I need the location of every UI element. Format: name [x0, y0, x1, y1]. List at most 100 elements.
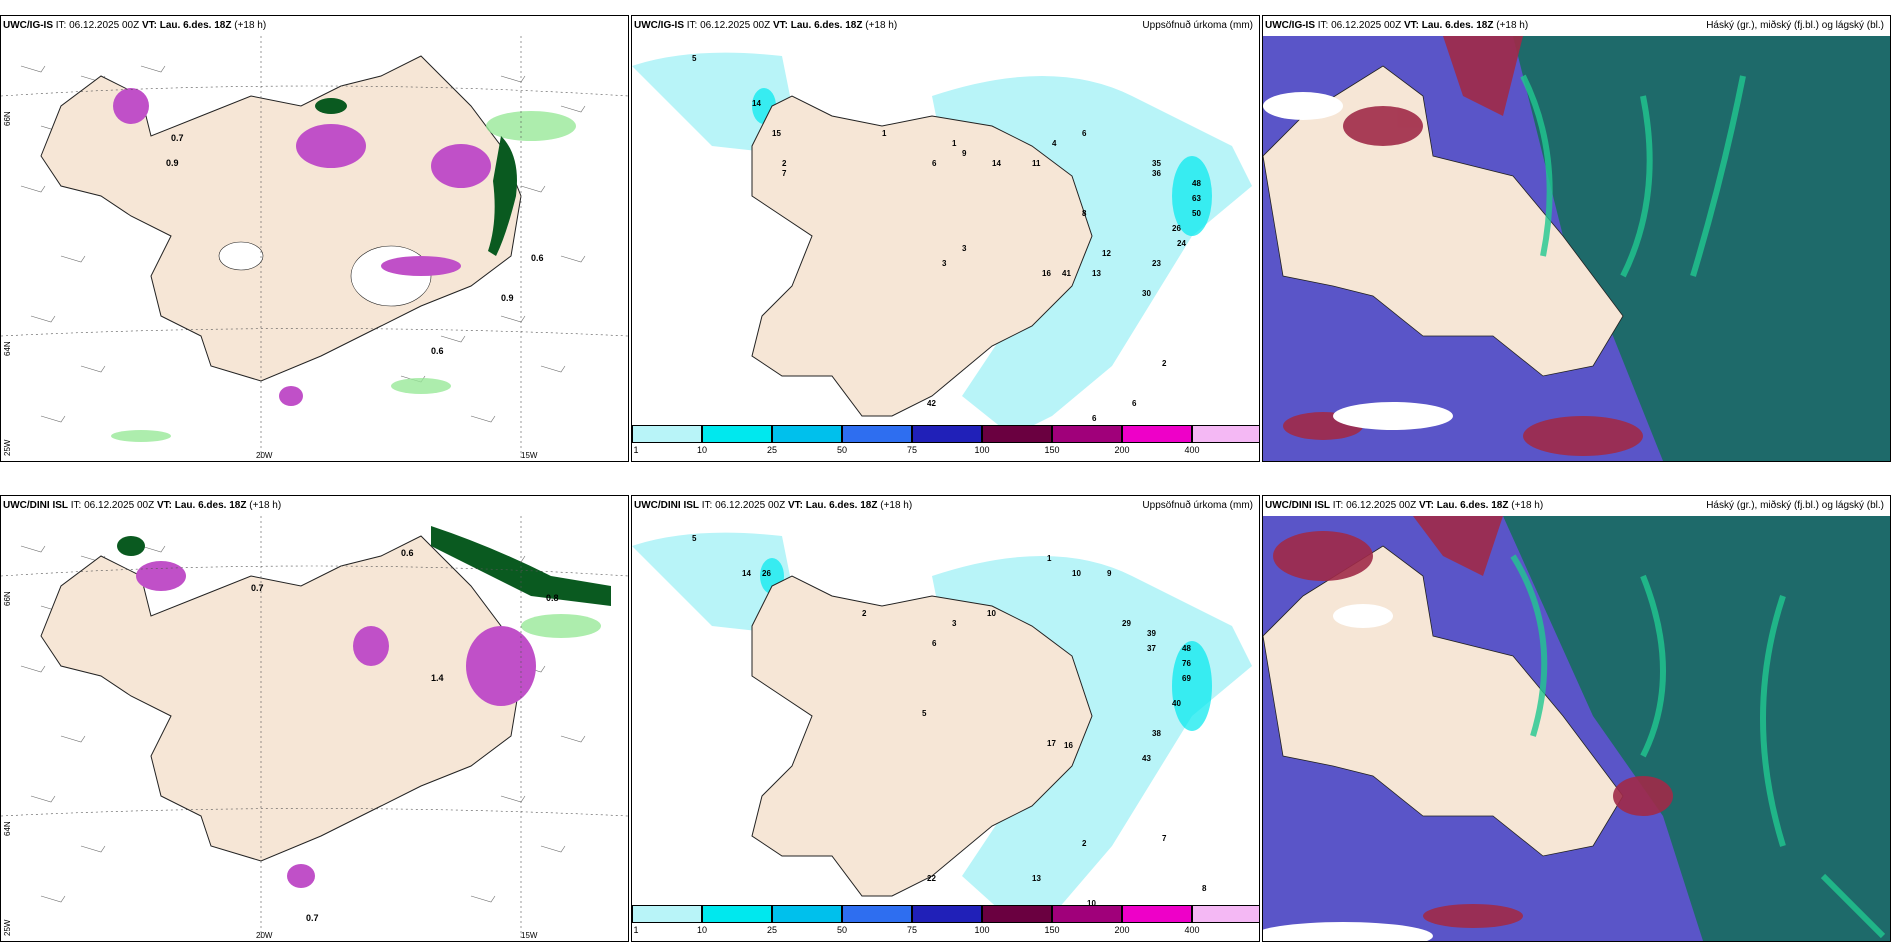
colorbar-swatch: [1192, 905, 1259, 923]
svg-text:0.9: 0.9: [166, 158, 179, 168]
lon-label: 15W: [521, 451, 538, 460]
svg-text:26: 26: [1172, 224, 1181, 233]
svg-text:30: 30: [1142, 289, 1151, 298]
svg-text:14: 14: [742, 569, 751, 578]
lat-label: 66N: [3, 111, 12, 126]
svg-text:14: 14: [752, 99, 761, 108]
lat-label: 25W: [3, 919, 12, 936]
svg-text:48: 48: [1182, 644, 1191, 653]
svg-text:6: 6: [1132, 399, 1137, 408]
colorbar-tick: 1: [633, 445, 639, 455]
svg-text:0.9: 0.9: [501, 293, 514, 303]
lat-label: 64N: [3, 341, 12, 356]
svg-text:0.7: 0.7: [251, 583, 264, 593]
svg-text:0.6: 0.6: [401, 548, 414, 558]
svg-text:7: 7: [1162, 834, 1167, 843]
colorbar-swatch: [912, 905, 982, 923]
svg-text:16: 16: [1042, 269, 1051, 278]
panel-top-right: UWC/IG-IS IT: 06.12.2025 00Z VT: Lau. 6.…: [1262, 15, 1891, 462]
colorbar-tick: 50: [836, 925, 848, 935]
lon-label: 20W: [256, 451, 273, 460]
colorbar-swatch: [702, 425, 772, 443]
svg-text:26: 26: [762, 569, 771, 578]
colorbar-swatch: [1052, 905, 1122, 923]
lon-label: 20W: [256, 931, 273, 940]
accumulated-precip-map: 5 1 2 14 15 3 7 1 6 9 14 11 4 6 35 36 48…: [632, 52, 1252, 436]
lat-label: 25W: [3, 439, 12, 456]
colorbar-tick: 75: [906, 925, 918, 935]
svg-text:2: 2: [1162, 359, 1167, 368]
svg-text:69: 69: [1182, 674, 1191, 683]
svg-text:6: 6: [932, 159, 937, 168]
svg-text:0.7: 0.7: [171, 133, 184, 143]
svg-text:8: 8: [1202, 884, 1207, 893]
iceland-land: [40, 535, 522, 862]
colorbar-swatch: [842, 905, 912, 923]
panel-subtitle: Háský (gr.), miðský (fj.bl.) og lágský (…: [1706, 20, 1884, 31]
panel-bottom-middle: UWC/DINI ISL IT: 06.12.2025 00Z VT: Lau.…: [631, 495, 1260, 942]
colorbar-swatch: [1192, 425, 1259, 443]
svg-text:3: 3: [962, 244, 967, 253]
svg-text:38: 38: [1152, 729, 1161, 738]
colorbar-swatch: [1122, 425, 1192, 443]
svg-text:41: 41: [1062, 269, 1071, 278]
svg-text:3: 3: [942, 259, 947, 268]
svg-text:5: 5: [692, 534, 697, 543]
panel-header: UWC/IG-IS IT: 06.12.2025 00Z VT: Lau. 6.…: [634, 20, 898, 31]
colorbar: 1 10 25 50 75 100 150 200 400: [632, 425, 1259, 461]
panel-header: UWC/DINI ISL IT: 06.12.2025 00Z VT: Lau.…: [634, 500, 913, 511]
svg-text:76: 76: [1182, 659, 1191, 668]
svg-text:15: 15: [772, 129, 781, 138]
colorbar-swatch: [702, 905, 772, 923]
panel-header: UWC/DINI ISL IT: 06.12.2025 00Z VT: Lau.…: [1265, 500, 1544, 511]
lat-label: 64N: [3, 821, 12, 836]
svg-text:6: 6: [932, 639, 937, 648]
colorbar-tick: 10: [696, 445, 708, 455]
colorbar-swatch: [982, 425, 1052, 443]
svg-text:22: 22: [927, 874, 936, 883]
svg-text:23: 23: [1152, 259, 1161, 268]
svg-text:4: 4: [1052, 139, 1057, 148]
svg-text:10: 10: [987, 609, 996, 618]
svg-text:1: 1: [882, 129, 887, 138]
svg-text:35: 35: [1152, 159, 1161, 168]
colorbar-tick: 400: [1184, 445, 1200, 455]
svg-text:63: 63: [1192, 194, 1201, 203]
svg-text:50: 50: [1192, 209, 1201, 218]
svg-text:13: 13: [1032, 874, 1041, 883]
svg-text:5: 5: [922, 709, 927, 718]
colorbar-swatch: [1052, 425, 1122, 443]
svg-text:14: 14: [992, 159, 1001, 168]
iceland-land: [751, 575, 1093, 897]
svg-text:42: 42: [927, 399, 936, 408]
lat-label: 66N: [3, 591, 12, 606]
svg-text:1.4: 1.4: [431, 673, 444, 683]
svg-text:9: 9: [962, 149, 967, 158]
wind-precip-map: 0.7 0.9 0.6 0.6 0.9: [1, 36, 628, 461]
svg-text:12: 12: [1102, 249, 1111, 258]
colorbar-swatch: [982, 905, 1052, 923]
cloud-cover-map: [1263, 36, 1890, 461]
colorbar-tick: 50: [836, 445, 848, 455]
svg-text:6: 6: [1092, 414, 1097, 423]
colorbar-swatch: [772, 425, 842, 443]
iceland-land: [40, 55, 522, 382]
svg-text:1: 1: [1047, 554, 1052, 563]
panel-subtitle: Háský (gr.), miðský (fj.bl.) og lágský (…: [1706, 500, 1884, 511]
svg-text:29: 29: [1122, 619, 1131, 628]
lon-label: 15W: [521, 931, 538, 940]
svg-text:16: 16: [1064, 741, 1073, 750]
svg-text:7: 7: [782, 169, 787, 178]
wind-precip-map: 0.7 0.6 0.8 1.4 0.7: [1, 516, 628, 941]
colorbar-tick: 100: [974, 925, 990, 935]
panel-top-middle: UWC/IG-IS IT: 06.12.2025 00Z VT: Lau. 6.…: [631, 15, 1260, 462]
svg-text:24: 24: [1177, 239, 1186, 248]
panel-header: UWC/IG-IS IT: 06.12.2025 00Z VT: Lau. 6.…: [1265, 20, 1529, 31]
colorbar-swatch: [1122, 905, 1192, 923]
colorbar-tick: 150: [1044, 925, 1060, 935]
svg-text:39: 39: [1147, 629, 1156, 638]
svg-text:6: 6: [1082, 129, 1087, 138]
panel-subtitle: Uppsöfnuð úrkoma (mm): [1142, 20, 1253, 31]
svg-text:36: 36: [1152, 169, 1161, 178]
panel-bottom-right: UWC/DINI ISL IT: 06.12.2025 00Z VT: Lau.…: [1262, 495, 1891, 942]
